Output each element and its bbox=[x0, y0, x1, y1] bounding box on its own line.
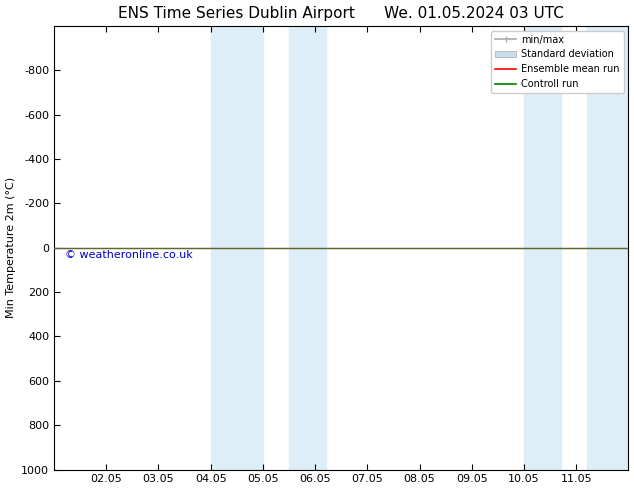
Text: © weatheronline.co.uk: © weatheronline.co.uk bbox=[65, 250, 193, 260]
Bar bbox=[289, 26, 325, 469]
Bar bbox=[586, 26, 628, 469]
Bar bbox=[210, 26, 263, 469]
Title: ENS Time Series Dublin Airport      We. 01.05.2024 03 UTC: ENS Time Series Dublin Airport We. 01.05… bbox=[119, 5, 564, 21]
Legend: min/max, Standard deviation, Ensemble mean run, Controll run: min/max, Standard deviation, Ensemble me… bbox=[491, 31, 624, 93]
Y-axis label: Min Temperature 2m (°C): Min Temperature 2m (°C) bbox=[6, 177, 16, 318]
Bar bbox=[524, 26, 560, 469]
